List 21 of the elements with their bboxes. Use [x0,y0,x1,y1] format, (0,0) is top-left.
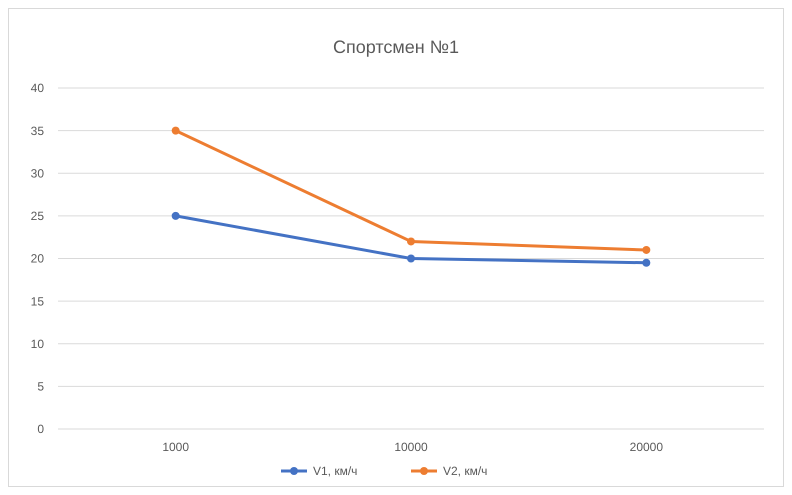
point [407,237,415,246]
y-tick-label: 0 [37,422,44,436]
x-tick-label: 10000 [394,440,428,454]
y-tick-label: 25 [30,209,44,224]
y-tick-label: 30 [30,166,44,180]
y-tick-label: 5 [37,380,44,394]
legend-label: V2, км/ч [443,464,488,478]
y-tick-label: 40 [30,81,44,96]
point [407,254,415,262]
y-tick-label: 15 [30,294,44,308]
legend-label: V1, км/ч [313,464,358,478]
point [172,212,180,220]
y-tick-label: 20 [30,252,44,266]
chart-title: Спортсмен №1 [332,37,460,57]
y-tick-label: 10 [30,336,44,351]
x-tick-label: 1000 [162,440,190,454]
y-tick-label: 35 [30,124,44,138]
point [642,258,650,267]
point [642,246,650,254]
point [172,126,180,135]
x-tick-label: 20000 [630,440,664,454]
